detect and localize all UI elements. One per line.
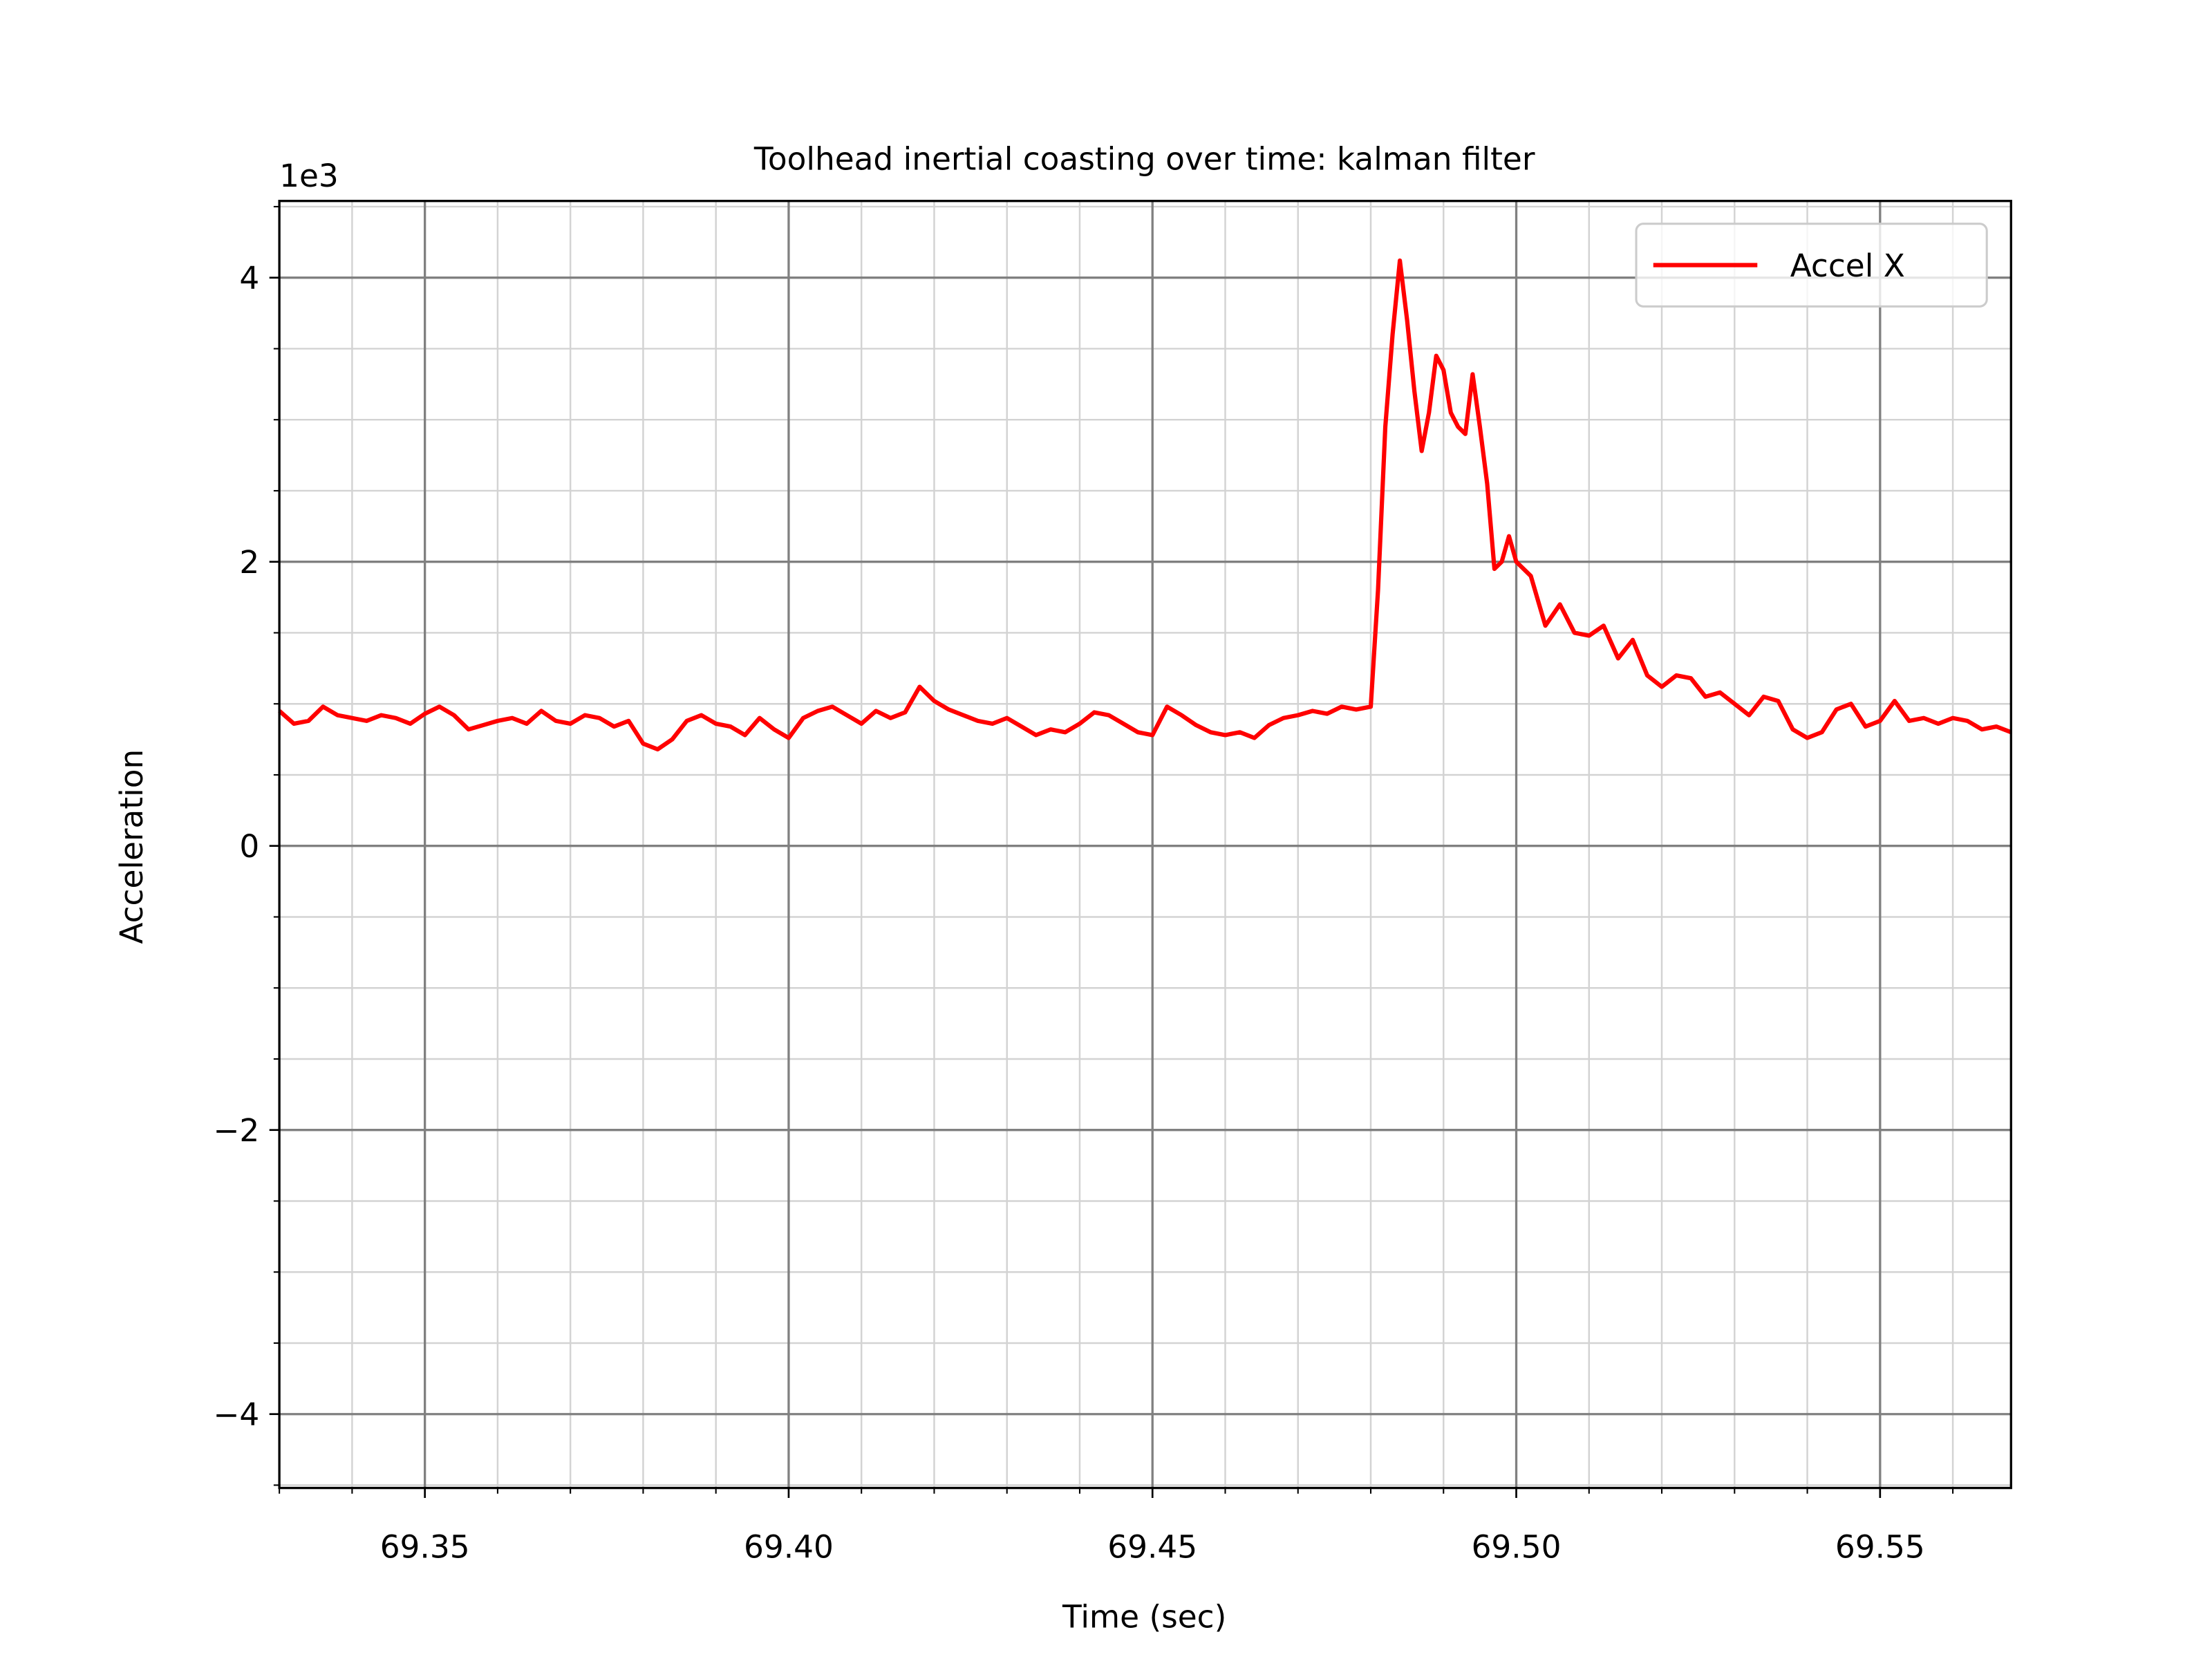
- y-tick-label: −4: [213, 1396, 259, 1433]
- plot-frame: [278, 200, 2012, 1490]
- legend-box: [1635, 223, 1988, 308]
- y-offset-label: 1e3: [279, 158, 339, 194]
- x-tick-label: 69.45: [1107, 1529, 1197, 1566]
- y-tick-label: 2: [239, 544, 259, 581]
- legend-label: Accel X: [1790, 247, 1905, 284]
- x-axis-label: Time (sec): [1062, 1599, 1226, 1635]
- data-line: [278, 258, 2012, 752]
- y-tick-label: −2: [213, 1112, 259, 1149]
- x-tick-label: 69.40: [744, 1529, 834, 1566]
- x-tick-label: 69.35: [380, 1529, 470, 1566]
- x-tick-label: 69.55: [1835, 1529, 1925, 1566]
- x-tick-label: 69.50: [1472, 1529, 1562, 1566]
- y-tick-label: 0: [239, 828, 259, 865]
- chart-title: Toolhead inertial coasting over time: ka…: [753, 140, 1535, 177]
- y-tick-label: 4: [239, 260, 259, 297]
- y-axis-label: Acceleration: [113, 749, 150, 944]
